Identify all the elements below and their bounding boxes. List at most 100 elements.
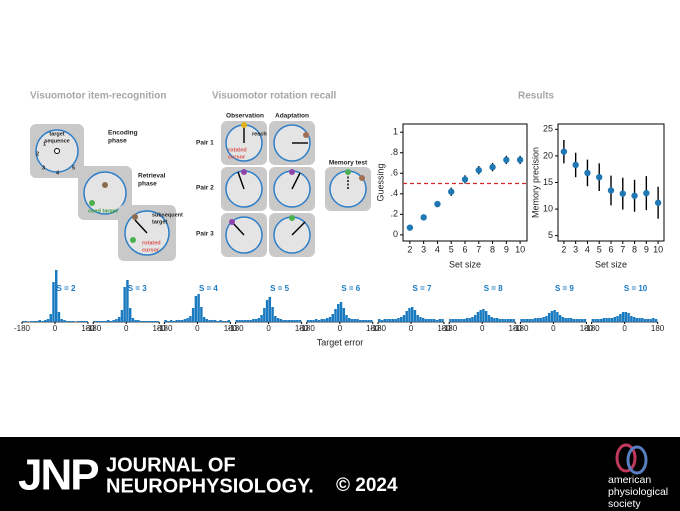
y-tick-label: 0 [393,229,398,239]
bar [364,320,367,322]
bar [263,308,266,322]
bar [317,320,321,322]
bar [359,320,362,322]
bar [120,310,124,322]
cursor [102,182,108,188]
point [619,190,626,197]
bar [169,320,173,322]
point [448,188,455,195]
bar [427,319,430,322]
bar [531,319,534,322]
x-tick-label: -180 [156,324,173,333]
x-tick-label: 2 [561,244,566,254]
x-tick-label: 0 [266,324,271,333]
bar [539,318,543,322]
point [420,214,427,221]
bar [219,320,222,322]
bar [462,319,466,322]
y-axis-label: Memory precision [530,147,540,218]
bar [150,321,154,322]
bar [106,320,110,322]
bar [422,318,425,322]
bar [134,320,137,322]
bar [191,308,195,322]
bar [115,319,118,322]
bar [63,320,66,322]
bar [52,282,55,322]
bar [142,321,146,322]
bar [523,319,526,322]
bar [180,320,184,322]
bar [46,319,50,322]
bar [104,321,107,322]
point [516,156,524,164]
bar [569,318,573,322]
bar [356,319,359,322]
bar [394,319,397,322]
bar [389,319,392,322]
bar [561,317,565,322]
bar [98,321,102,322]
bar [638,318,641,322]
bar [391,319,395,322]
bar [411,307,414,322]
bar [211,320,214,322]
x-tick-label: 180 [81,324,95,333]
bar [200,307,203,322]
bar [183,319,187,322]
histogram-title: S = 2 [57,284,76,293]
bar [578,319,581,322]
bar [605,318,608,322]
x-tick-label: 0 [409,324,414,333]
x-axis-label: Set size [449,259,481,269]
bar [79,321,83,322]
bar [95,321,99,322]
bar [509,319,513,322]
label: sequence [44,138,69,144]
bar [208,320,211,322]
bar [484,311,488,322]
x-tick-label: 4 [585,244,590,254]
y-tick-label: 15 [543,177,553,187]
histogram-title: S = 6 [341,284,360,293]
bar [148,321,151,322]
bar [202,317,206,322]
bar [339,302,343,322]
society-name: physiological [608,486,668,498]
bar [238,320,241,322]
x-tick-label: 6 [608,244,613,254]
bar [361,320,365,322]
bar [635,318,639,322]
bar [38,320,41,322]
x-tick-label: 180 [295,324,309,333]
bar [309,320,312,322]
row-label: Pair 2 [196,185,214,192]
bar [93,321,96,322]
bar [583,319,587,322]
bar [30,321,33,322]
bar [257,318,261,322]
bar [646,319,650,322]
histogram-title: S = 5 [270,284,289,293]
seq-number: 5 [72,165,75,171]
label: subsequent [152,212,183,218]
bar [493,318,496,322]
bar [285,320,288,322]
bar [580,319,584,322]
bar [265,300,269,322]
bar [178,320,181,322]
bar [306,320,310,322]
bar [194,296,198,322]
bar [197,294,200,322]
label: reach [252,131,267,137]
bar [109,321,113,322]
x-tick-label: 6 [462,244,467,254]
bar [468,318,471,322]
bar [608,318,611,322]
bar [44,320,47,322]
bar [216,321,220,322]
point [654,199,662,206]
label: cursor [228,154,246,160]
x-tick-label: -180 [14,324,31,333]
rotation-recall-diagram: Observation Adaptation Pair 1 Pair 2 Pai… [196,113,371,257]
